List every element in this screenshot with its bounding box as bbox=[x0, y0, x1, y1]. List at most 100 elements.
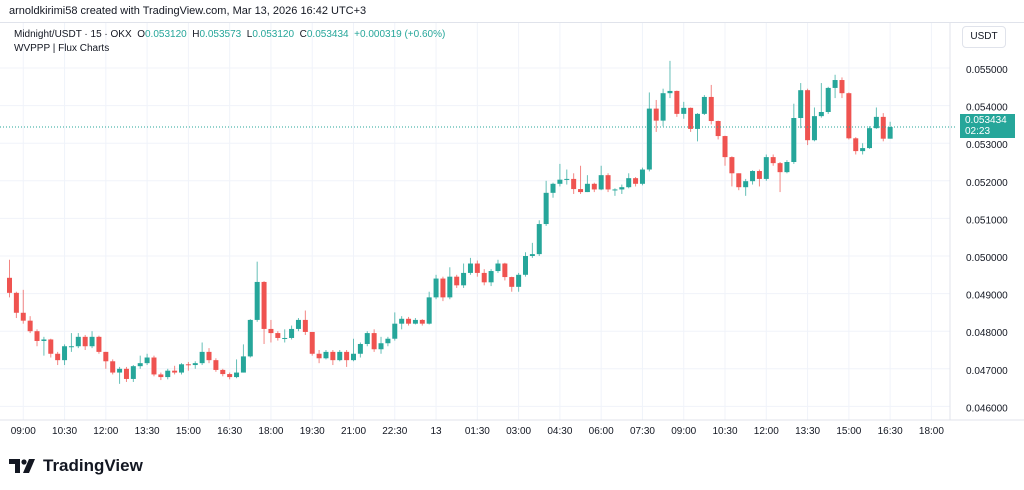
candle bbox=[509, 276, 515, 292]
candle-body bbox=[633, 178, 639, 184]
candle-body bbox=[488, 271, 494, 283]
time-tick-label: 16:30 bbox=[217, 426, 242, 437]
candle bbox=[598, 165, 604, 191]
candle-body bbox=[681, 107, 687, 114]
candle-body bbox=[543, 192, 549, 225]
time-tick-label: 13 bbox=[430, 426, 442, 437]
candle-body bbox=[20, 312, 26, 321]
price-tick-label: 0.050000 bbox=[966, 253, 1008, 264]
candle bbox=[536, 220, 542, 256]
candle-body bbox=[825, 87, 831, 112]
time-tick-label: 15:00 bbox=[176, 426, 201, 437]
candle bbox=[82, 334, 88, 350]
candle-body bbox=[137, 363, 143, 367]
candle-body bbox=[729, 157, 735, 174]
tradingview-logo[interactable]: TradingView bbox=[9, 456, 143, 476]
candle-body bbox=[440, 278, 446, 298]
candle bbox=[412, 318, 418, 325]
candle bbox=[619, 184, 625, 194]
candle-body bbox=[110, 361, 116, 373]
candle-body bbox=[199, 351, 205, 364]
candle bbox=[426, 291, 432, 325]
candle bbox=[523, 252, 528, 277]
candle bbox=[578, 165, 584, 194]
candle-body bbox=[316, 353, 322, 359]
candle bbox=[433, 274, 439, 300]
candle bbox=[777, 162, 783, 193]
candle bbox=[151, 355, 157, 377]
candle-body bbox=[598, 175, 604, 190]
candle bbox=[337, 350, 343, 362]
change-value: +0.000319 (+0.60%) bbox=[354, 29, 446, 40]
price-tick-label: 0.054000 bbox=[966, 103, 1008, 114]
candle bbox=[626, 173, 632, 189]
candle-body bbox=[82, 336, 88, 347]
candle-body bbox=[185, 364, 191, 366]
price-tick-label: 0.046000 bbox=[966, 403, 1008, 414]
candle-body bbox=[688, 107, 694, 129]
candle bbox=[818, 83, 824, 118]
candle bbox=[364, 331, 370, 347]
candle-body bbox=[123, 368, 129, 379]
time-tick-label: 13:30 bbox=[135, 426, 160, 437]
candle bbox=[695, 113, 700, 142]
candle-body bbox=[791, 118, 797, 162]
candle-body bbox=[502, 263, 508, 278]
candle bbox=[481, 269, 487, 286]
candle-body bbox=[172, 370, 178, 373]
candle bbox=[454, 274, 460, 288]
candle bbox=[110, 359, 116, 375]
candle-body bbox=[763, 157, 769, 179]
candle bbox=[144, 353, 150, 366]
candle bbox=[605, 173, 611, 193]
currency-unit-button[interactable]: USDT bbox=[962, 26, 1006, 48]
candle bbox=[103, 351, 109, 369]
indicator-label[interactable]: WVPPP | Flux Charts bbox=[14, 43, 110, 54]
candle-body bbox=[880, 116, 886, 139]
candle-body bbox=[887, 127, 893, 139]
candle-body bbox=[578, 189, 584, 193]
candle bbox=[557, 163, 563, 187]
candle bbox=[688, 107, 694, 132]
candle bbox=[268, 319, 274, 343]
candle bbox=[516, 272, 522, 292]
candle-body bbox=[639, 169, 645, 184]
candle bbox=[392, 312, 398, 341]
candle-body bbox=[220, 369, 226, 375]
candle-body bbox=[467, 263, 473, 273]
candle-body bbox=[295, 319, 301, 329]
candle-body bbox=[660, 93, 666, 121]
candle bbox=[832, 74, 838, 99]
price-tick-label: 0.052000 bbox=[966, 178, 1008, 189]
time-tick-label: 12:00 bbox=[93, 426, 118, 437]
candle bbox=[158, 372, 164, 381]
candle-body bbox=[158, 374, 164, 378]
candle-body bbox=[55, 353, 61, 361]
candle bbox=[715, 120, 721, 140]
candle bbox=[309, 331, 315, 356]
candle-body bbox=[853, 138, 859, 152]
candle bbox=[406, 316, 412, 326]
candle-body bbox=[867, 128, 872, 149]
candle-body bbox=[337, 351, 343, 361]
time-tick-label: 15:00 bbox=[836, 426, 861, 437]
candle-body bbox=[736, 173, 742, 188]
chart-frame[interactable] bbox=[0, 22, 1024, 444]
candle bbox=[55, 351, 61, 366]
candle bbox=[722, 135, 728, 166]
candle bbox=[130, 365, 136, 382]
candle bbox=[750, 170, 756, 185]
symbol-label[interactable]: Midnight/USDT · 15 · OKX bbox=[14, 29, 132, 40]
candle bbox=[825, 86, 831, 114]
candle-body bbox=[330, 351, 336, 361]
candlestick-chart[interactable]: 0.055000 0.054000 0.053000 0.052000 0.051000… bbox=[0, 0, 1024, 445]
candle-body bbox=[68, 346, 74, 348]
candle bbox=[261, 281, 267, 344]
candle-body bbox=[646, 108, 652, 170]
candle bbox=[543, 180, 549, 226]
candle bbox=[234, 359, 240, 379]
candle-body bbox=[48, 339, 54, 354]
candle bbox=[660, 88, 666, 127]
close-label: C bbox=[299, 29, 307, 40]
candle-body bbox=[282, 337, 288, 339]
